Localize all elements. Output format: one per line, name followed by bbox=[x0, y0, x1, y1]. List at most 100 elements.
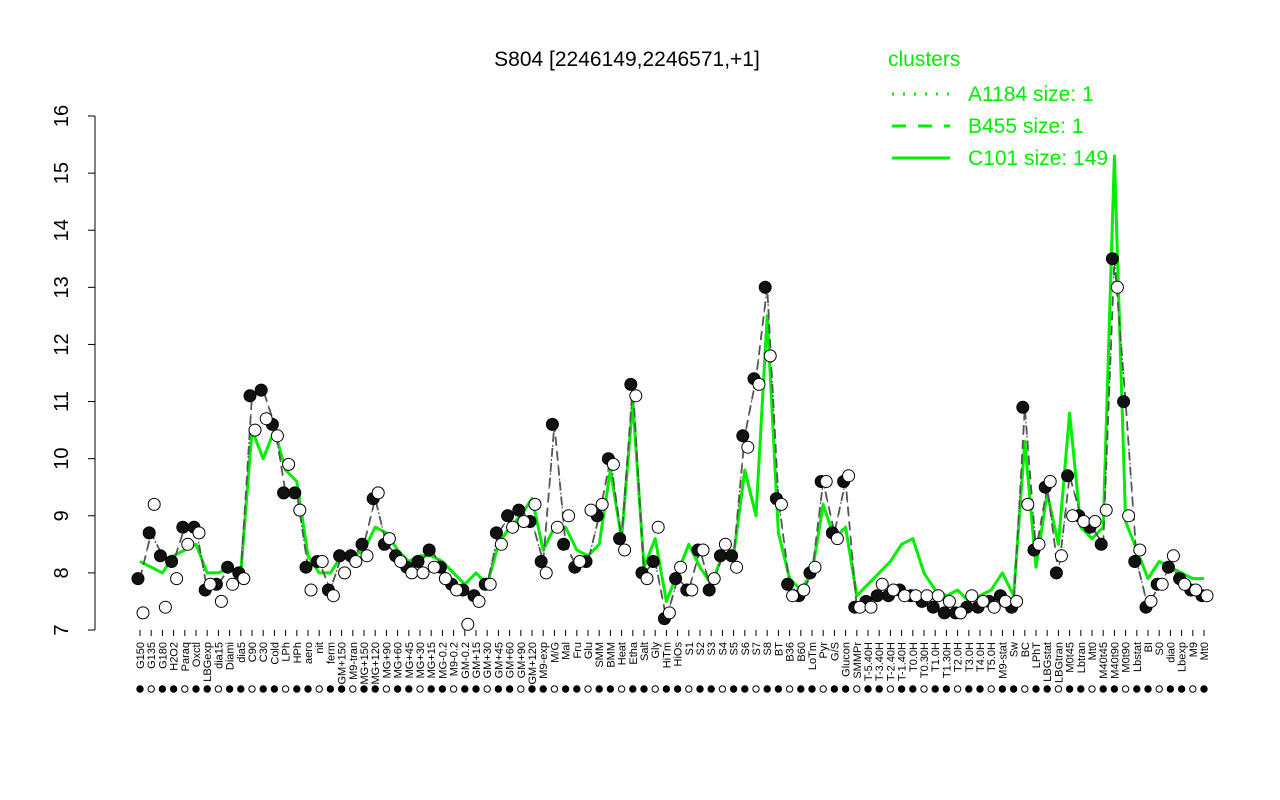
x-strip-marker bbox=[315, 685, 323, 693]
data-point-filled bbox=[1105, 252, 1119, 266]
data-point-open bbox=[506, 520, 520, 534]
x-tick-label: Pyr bbox=[818, 642, 830, 659]
data-point-filled bbox=[243, 389, 257, 403]
x-tick-label: M9-0.2 bbox=[449, 642, 461, 676]
x-tick-label: T-5.40H bbox=[863, 642, 875, 681]
data-point-open bbox=[752, 377, 766, 391]
data-point-open bbox=[662, 606, 676, 620]
x-tick-label: T0.30H bbox=[919, 642, 931, 678]
data-point-open bbox=[965, 589, 979, 603]
y-ticks: 7 8 9 10 11 12 13 14 15 16 bbox=[51, 105, 95, 636]
x-tick-label: MG+150 bbox=[359, 642, 371, 685]
data-point-open bbox=[315, 555, 329, 568]
data-point-open bbox=[270, 429, 284, 443]
data-point-filled bbox=[1016, 400, 1030, 414]
x-strip-marker bbox=[573, 685, 581, 693]
x-strip-marker bbox=[819, 685, 827, 693]
data-point-filled bbox=[221, 560, 235, 574]
x-tick-label: SMMPr bbox=[852, 642, 864, 679]
chart-title: S804 [2246149,2246571,+1] bbox=[494, 48, 760, 71]
x-tick-label: GM+60 bbox=[505, 642, 517, 678]
x-tick-label: BI bbox=[1143, 642, 1155, 652]
x-strip-marker bbox=[1177, 685, 1186, 693]
data-point-filled bbox=[1061, 469, 1075, 483]
x-strip-marker bbox=[494, 685, 503, 693]
series-line-dotted bbox=[139, 258, 1205, 620]
data-point-open bbox=[842, 469, 856, 483]
legend-label-c101: C101 size: 149 bbox=[968, 147, 1108, 170]
data-point-open bbox=[427, 560, 441, 574]
data-point-open bbox=[1155, 577, 1169, 591]
data-point-open bbox=[606, 457, 620, 471]
data-point-open bbox=[483, 577, 497, 591]
x-tick-label: Mal bbox=[561, 642, 573, 660]
y-tick-label: 8 bbox=[51, 567, 73, 578]
data-point-open bbox=[214, 594, 228, 608]
x-strip-marker bbox=[382, 685, 391, 693]
data-point-open bbox=[360, 549, 374, 563]
data-point-open bbox=[573, 555, 587, 568]
x-strip-marker bbox=[1077, 685, 1085, 693]
x-tick-label: S6 bbox=[740, 642, 752, 655]
x-tick-label: Glu bbox=[583, 642, 595, 659]
data-point-filled bbox=[1161, 560, 1175, 574]
x-tick-label: ferm bbox=[325, 642, 337, 664]
x-strip-marker bbox=[864, 685, 872, 693]
x-strip-marker bbox=[293, 685, 301, 693]
x-tick-label: MG+15 bbox=[426, 642, 438, 678]
data-point-filled bbox=[277, 486, 291, 500]
data-point-filled bbox=[781, 577, 795, 591]
data-point-open bbox=[707, 572, 721, 586]
data-point-open bbox=[1077, 515, 1091, 528]
x-strip-marker bbox=[763, 685, 771, 693]
data-point-open bbox=[1133, 543, 1147, 557]
x-tick-label: aero bbox=[303, 642, 315, 664]
x-strip-marker bbox=[405, 685, 413, 693]
x-strip-marker bbox=[953, 685, 962, 693]
x-strip-marker bbox=[561, 685, 570, 693]
data-point-open bbox=[226, 577, 240, 591]
x-strip-marker bbox=[606, 685, 615, 693]
x-strip-marker bbox=[528, 685, 536, 693]
x-strip-marker bbox=[853, 685, 861, 693]
data-point-filled bbox=[624, 377, 638, 391]
x-strip-marker bbox=[393, 685, 402, 693]
x-strip-marker bbox=[718, 685, 727, 693]
y-tick-label: 13 bbox=[51, 276, 73, 298]
x-tick-label: GM+45 bbox=[493, 642, 505, 678]
plot-area bbox=[131, 154, 1214, 631]
x-strip-marker bbox=[1088, 685, 1096, 693]
x-tick-label: M0t90 bbox=[1121, 642, 1133, 673]
data-point-open bbox=[886, 583, 900, 597]
data-point-open bbox=[416, 566, 430, 580]
x-strip-marker bbox=[539, 685, 547, 693]
x-strip-marker bbox=[886, 685, 895, 693]
data-point-filled bbox=[736, 429, 750, 443]
data-point-open bbox=[674, 560, 688, 574]
data-point-open bbox=[1178, 577, 1192, 591]
data-point-open bbox=[1032, 537, 1046, 551]
x-tick-label: Lbexp bbox=[1177, 642, 1189, 672]
x-tick-label: dia0 bbox=[1165, 642, 1177, 663]
x-strip-marker bbox=[1133, 685, 1141, 693]
data-point-open bbox=[696, 543, 710, 557]
data-point-filled bbox=[613, 532, 627, 546]
x-strip-marker bbox=[729, 685, 738, 693]
data-point-filled bbox=[713, 549, 727, 563]
x-tick-label: Salt bbox=[639, 642, 651, 661]
x-tick-label: GM-0.2 bbox=[460, 642, 472, 679]
x-strip-marker bbox=[976, 685, 984, 693]
x-tick-label: S7 bbox=[751, 642, 763, 655]
data-point-open bbox=[1200, 589, 1214, 603]
x-strip-marker bbox=[875, 685, 883, 693]
x-tick-label: M9-tran bbox=[348, 642, 360, 680]
y-tick-label: 16 bbox=[51, 105, 73, 127]
data-point-open bbox=[170, 572, 184, 586]
data-point-open bbox=[338, 566, 352, 580]
data-point-open bbox=[875, 577, 889, 591]
x-strip-marker bbox=[931, 685, 939, 693]
data-point-open bbox=[1066, 509, 1080, 523]
data-point-open bbox=[394, 555, 408, 568]
x-strip-marker bbox=[942, 685, 951, 693]
x-tick-label: MG+90 bbox=[381, 642, 393, 678]
